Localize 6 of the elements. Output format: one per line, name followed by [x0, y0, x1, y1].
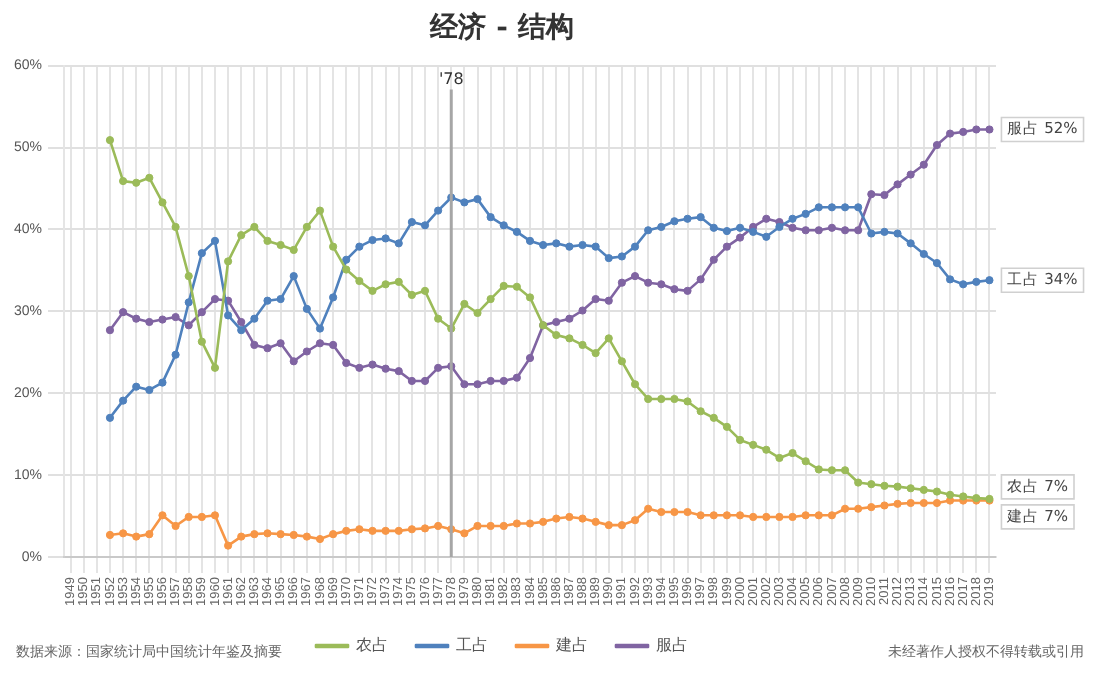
legend-label: 工占 [456, 636, 488, 655]
legend-label: 服占 [656, 636, 688, 655]
chart-title: 经济 - 结构 [428, 10, 574, 45]
legend-label: 农占 [356, 636, 388, 655]
ref-line-label: '78 [438, 69, 464, 88]
legend-label: 建占 [554, 636, 588, 655]
